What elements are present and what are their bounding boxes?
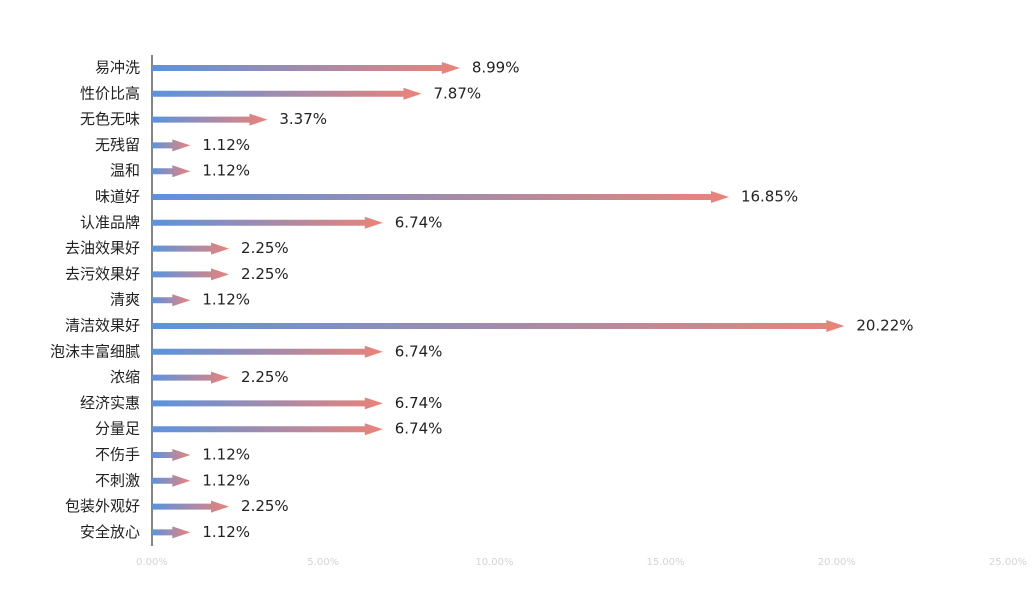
- bar: [152, 500, 230, 513]
- bar: [152, 474, 191, 487]
- value-label: 2.25%: [241, 497, 289, 515]
- bar: [152, 268, 230, 281]
- y-tick-label: 包装外观好: [65, 497, 140, 515]
- value-label: 3.37%: [279, 110, 327, 128]
- bar: [152, 113, 268, 126]
- y-tick-label: 无残留: [95, 136, 140, 154]
- x-tick-label: 15.00%: [647, 557, 685, 568]
- y-tick-label: 泡沫丰富细腻: [50, 342, 140, 360]
- value-label: 2.25%: [241, 239, 289, 257]
- y-tick-label: 清爽: [110, 291, 140, 309]
- bar: [152, 371, 230, 384]
- value-label: 6.74%: [395, 420, 443, 438]
- y-tick-label: 味道好: [95, 188, 140, 206]
- y-tick-label: 清洁效果好: [65, 317, 140, 335]
- value-label: 1.12%: [202, 471, 250, 489]
- value-label: 8.99%: [472, 59, 520, 77]
- y-tick-label: 去污效果好: [65, 265, 140, 283]
- y-tick-label: 不伤手: [95, 446, 140, 464]
- x-tick-label: 10.00%: [475, 557, 513, 568]
- bar: [152, 397, 383, 410]
- value-label: 1.12%: [202, 523, 250, 541]
- bar: [152, 216, 383, 229]
- y-tick-label: 安全放心: [80, 523, 140, 541]
- value-label: 1.12%: [202, 446, 250, 464]
- value-label: 1.12%: [202, 136, 250, 154]
- bar: [152, 87, 422, 100]
- value-label: 1.12%: [202, 291, 250, 309]
- x-tick-label: 25.00%: [989, 557, 1027, 568]
- bar: [152, 191, 729, 203]
- y-tick-label: 温和: [110, 162, 140, 180]
- y-tick-label: 分量足: [95, 420, 140, 438]
- y-tick-label: 易冲洗: [95, 59, 140, 77]
- value-label: 7.87%: [433, 84, 481, 102]
- x-tick-label: 0.00%: [136, 557, 168, 568]
- y-tick-label: 性价比高: [80, 84, 140, 102]
- value-label: 20.22%: [856, 317, 913, 335]
- bar: [152, 320, 845, 332]
- value-label: 6.74%: [395, 394, 443, 412]
- bar: [152, 449, 191, 461]
- value-label: 6.74%: [395, 342, 443, 360]
- y-tick-label: 经济实惠: [80, 394, 140, 412]
- value-label: 1.12%: [202, 162, 250, 180]
- bar: [152, 526, 191, 539]
- x-tick-label: 20.00%: [818, 557, 856, 568]
- value-label: 16.85%: [741, 188, 798, 206]
- bar: [152, 345, 383, 358]
- bar: [152, 62, 460, 74]
- y-tick-label: 无色无味: [80, 110, 140, 128]
- y-tick-label: 认准品牌: [80, 213, 140, 231]
- y-tick-label: 浓缩: [110, 368, 140, 386]
- value-label: 6.74%: [395, 213, 443, 231]
- bar: [152, 139, 191, 152]
- bar: [152, 165, 191, 178]
- value-label: 2.25%: [241, 368, 289, 386]
- y-tick-label: 去油效果好: [65, 239, 140, 257]
- value-label: 2.25%: [241, 265, 289, 283]
- bar: [152, 242, 230, 255]
- x-tick-label: 5.00%: [307, 557, 339, 568]
- bar: [152, 294, 191, 307]
- bar: [152, 423, 383, 436]
- y-tick-label: 不刺激: [95, 471, 140, 489]
